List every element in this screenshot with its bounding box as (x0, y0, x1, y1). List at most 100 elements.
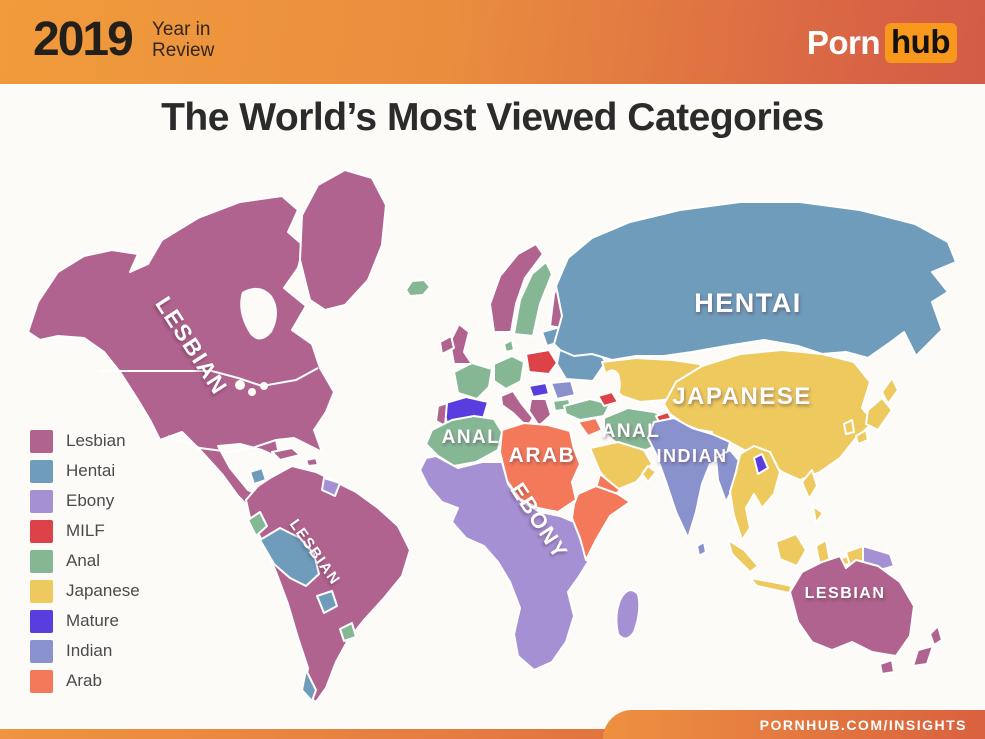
legend-swatch-ebony (30, 489, 53, 513)
great-lake (248, 388, 256, 396)
region-ireland (439, 335, 455, 355)
region-java (749, 577, 793, 594)
region-philippines-north (801, 469, 818, 500)
region-indochina (729, 445, 781, 541)
region-oman (641, 465, 657, 483)
legend-swatch-hentai (30, 459, 53, 483)
region-russia (553, 201, 957, 361)
region-central-europe (493, 355, 525, 390)
region-sub-saharan-africa (419, 455, 589, 671)
header-bar: 2019 Year in Review Porn hub (0, 0, 985, 84)
legend-label: Ebony (66, 491, 115, 510)
region-balkans (528, 398, 552, 427)
map-label-arab: ARAB (509, 444, 576, 467)
region-poland (525, 349, 558, 375)
map-label-hentai: HENTAI (694, 288, 802, 318)
region-laos (753, 453, 769, 475)
legend-label: Mature (66, 611, 119, 630)
legend-item-hentai: Hentai (30, 456, 140, 486)
legend-swatch-indian (30, 639, 53, 663)
map-label-anal-africa: ANAL (442, 427, 501, 448)
map-label-indian: INDIAN (657, 446, 728, 466)
region-guyana (321, 477, 341, 497)
legend-item-arab: Arab (30, 666, 140, 696)
region-japan-north (881, 377, 899, 405)
region-australia (789, 555, 915, 657)
region-nz-north (929, 625, 943, 646)
region-turkey (563, 398, 611, 421)
region-iceland (405, 279, 431, 297)
legend-swatch-lesbian (30, 429, 53, 453)
region-madagascar (615, 589, 641, 640)
region-sweden (513, 261, 553, 337)
region-india-pakistan (647, 417, 731, 539)
legend-swatch-arab (30, 669, 53, 693)
legend-label: Indian (66, 641, 113, 660)
region-sri-lanka (696, 541, 707, 557)
year-in-review-subtitle: Year in Review (152, 19, 214, 61)
region-italy (500, 390, 534, 428)
region-paraguay (316, 590, 338, 614)
region-borneo (775, 533, 807, 567)
region-tasmania (879, 659, 895, 675)
logo-text-porn: Porn (806, 24, 881, 61)
footer-tab: PORNHUB.COM/INSIGHTS (603, 710, 985, 739)
subtitle-line1: Year in (152, 19, 211, 40)
hudson-bay (240, 287, 277, 340)
region-norway (489, 243, 544, 333)
legend-label: MILF (66, 521, 105, 540)
legend-item-mature: Mature (30, 606, 140, 636)
region-uruguay (339, 622, 357, 642)
legend-label: Japanese (66, 581, 140, 600)
region-horn-of-africa (571, 485, 631, 561)
region-japan-south (855, 429, 869, 445)
region-ecuador (247, 511, 268, 537)
legend-item-japanese: Japanese (30, 576, 140, 606)
legend-label: Arab (66, 671, 102, 690)
region-greenland (299, 169, 387, 311)
map-label-lesbian-aus: LESBIAN (805, 585, 886, 602)
us-canada-border (100, 367, 319, 388)
map-label-anal-mideast: ANAL (602, 421, 661, 442)
page-title: The World’s Most Viewed Categories (161, 96, 824, 139)
us-mexico-border (167, 435, 277, 454)
great-lake (235, 380, 245, 390)
region-peru-bolivia (259, 527, 320, 587)
pornhub-logo: Porn hub (807, 23, 957, 63)
legend-item-lesbian: Lesbian (30, 426, 140, 456)
region-hungary (528, 382, 550, 398)
region-caucasus (597, 391, 619, 407)
year-text: 2019 (33, 13, 134, 66)
map-label-japanese: JAPANESE (672, 383, 812, 410)
region-japan-main (865, 397, 893, 431)
great-lake (260, 382, 268, 390)
region-chile-tip (301, 669, 317, 702)
region-north-africa (425, 415, 503, 467)
legend-label: Lesbian (66, 431, 126, 450)
footer-strip (0, 729, 985, 739)
legend-label: Hentai (66, 461, 116, 480)
legend-swatch-anal (30, 549, 53, 573)
subtitle-line2: Review (152, 40, 215, 61)
logo-text-hub: hub (885, 23, 957, 63)
legend-label: Anal (66, 551, 101, 570)
region-hispaniola (305, 457, 319, 467)
legend-swatch-milf (30, 519, 53, 543)
legend-item-ebony: Ebony (30, 486, 140, 516)
legend-item-indian: Indian (30, 636, 140, 666)
legend-item-anal: Anal (30, 546, 140, 576)
legend: Lesbian Hentai Ebony MILF Anal Japanese … (30, 426, 140, 696)
legend-swatch-mature (30, 609, 53, 633)
legend-swatch-japanese (30, 579, 53, 603)
region-romania (550, 380, 576, 400)
footer-url: PORNHUB.COM/INSIGHTS (759, 716, 967, 733)
region-philippines-south (812, 505, 824, 524)
region-syria (577, 417, 603, 437)
region-cuba (271, 447, 301, 461)
legend-item-milf: MILF (30, 516, 140, 546)
region-france (453, 362, 493, 400)
region-korea (843, 419, 855, 435)
region-denmark (503, 339, 515, 353)
